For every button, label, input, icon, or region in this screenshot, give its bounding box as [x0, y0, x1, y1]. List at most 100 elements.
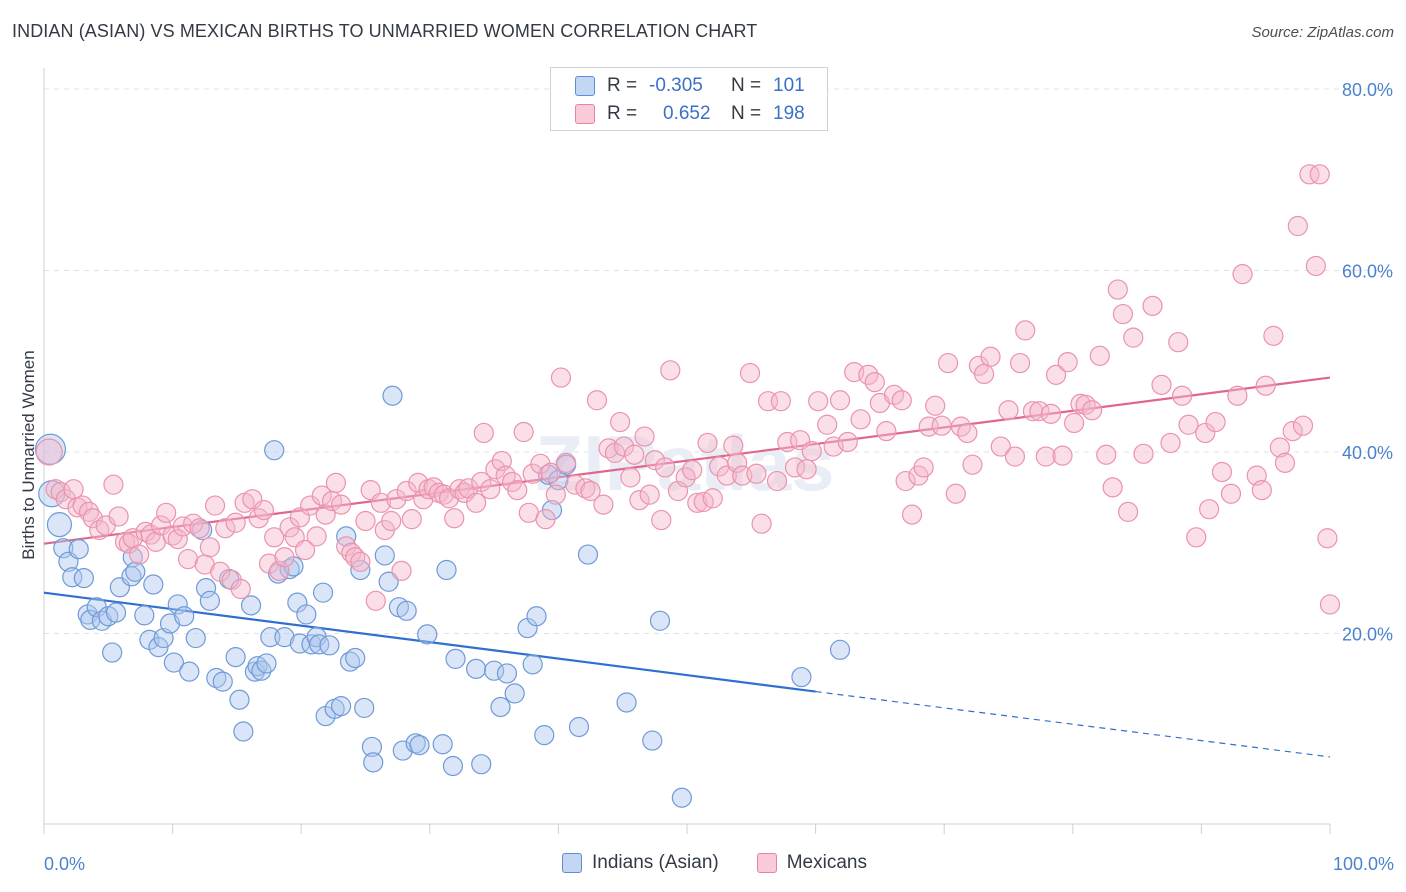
y-tick-labels: 20.0% 40.0% 60.0% 80.0% [1342, 80, 1393, 645]
data-point [167, 594, 188, 615]
data-point [1151, 374, 1172, 395]
data-point [1211, 461, 1233, 483]
data-point [1309, 164, 1330, 185]
data-point [660, 360, 681, 381]
legend-n-value: 198 [773, 103, 805, 124]
data-point [264, 440, 285, 461]
data-point [490, 696, 511, 718]
data-point [1004, 446, 1026, 467]
data-point [432, 734, 453, 755]
data-point [204, 495, 226, 516]
data-point [480, 479, 501, 500]
data-point [300, 495, 321, 516]
data-point [791, 666, 812, 688]
data-point [378, 571, 399, 592]
data-point [82, 508, 103, 529]
data-point [1232, 264, 1253, 285]
bottom-legend: Indians (Asian) Mexicans [562, 852, 905, 874]
data-point [401, 509, 422, 530]
data-point [1009, 352, 1031, 374]
data-point [1035, 446, 1056, 467]
data-point [473, 422, 494, 444]
data-point [370, 492, 392, 513]
data-point [1263, 325, 1284, 346]
data-point [163, 652, 184, 673]
data-point [1274, 452, 1296, 473]
data-point [296, 604, 317, 625]
watermark: ZIPatlas [535, 419, 834, 507]
bottom-legend-label-indians: Indians (Asian) [592, 852, 719, 873]
data-point [829, 639, 851, 660]
bottom-legend-item-indians: Indians (Asian) [562, 852, 719, 874]
legend-swatch-mexicans [575, 104, 595, 124]
data-point [179, 661, 200, 682]
data-point [485, 459, 506, 480]
data-point [829, 390, 851, 411]
data-point [931, 415, 952, 436]
data-point [634, 426, 655, 447]
data-point [1319, 594, 1341, 615]
data-point [361, 736, 383, 758]
data-point [225, 646, 246, 668]
bottom-legend-item-mexicans: Mexicans [756, 852, 867, 874]
data-point [1096, 444, 1117, 465]
data-point [723, 435, 744, 456]
legend-row-indians: R = -0.305 N = 101 [575, 74, 805, 98]
data-point [233, 721, 254, 742]
data-point [1287, 215, 1308, 237]
data-point [1317, 528, 1338, 549]
trend-line-mexicans [43, 376, 1331, 545]
data-point [1269, 437, 1290, 458]
data-point [1123, 327, 1144, 348]
data-point [210, 561, 231, 582]
series-mexicans [35, 164, 1341, 615]
data-point [540, 462, 561, 483]
data-point [53, 538, 74, 559]
x-tick-label-max: 100.0% [1333, 854, 1394, 874]
data-point [78, 501, 100, 522]
data-point [50, 481, 71, 503]
data-point [301, 634, 322, 655]
data-point [620, 467, 641, 488]
data-point [610, 411, 631, 433]
data-point [1195, 422, 1216, 444]
data-point [1205, 411, 1226, 433]
data-point [150, 515, 172, 536]
data-point [73, 568, 94, 589]
data-point [876, 421, 897, 442]
data-point [258, 553, 280, 574]
data-point [330, 494, 352, 515]
y-tick-label: 20.0% [1342, 625, 1393, 645]
legend-row-mexicans: R = 0.652 N = 198 [575, 102, 805, 126]
legend-swatch-indians [575, 76, 595, 96]
data-point [727, 452, 748, 473]
data-point [229, 689, 250, 710]
data-point [471, 754, 492, 775]
data-point [199, 537, 220, 558]
data-point [129, 544, 150, 565]
chart-title: INDIAN (ASIAN) VS MEXICAN BIRTHS TO UNMA… [12, 21, 758, 41]
chart-source: Source: ZipAtlas.com [1251, 24, 1394, 41]
data-point [556, 452, 577, 473]
data-point [311, 485, 332, 506]
data-point [1251, 480, 1272, 501]
data-point [105, 602, 127, 623]
legend-n-label: N = [731, 103, 762, 124]
data-point [363, 752, 384, 773]
data-point [697, 432, 718, 454]
data-point [522, 654, 543, 675]
data-point [354, 697, 375, 719]
data-point [1133, 443, 1154, 464]
data-point [382, 385, 403, 406]
data-point [796, 459, 817, 480]
data-point [1102, 477, 1123, 498]
data-point [1186, 527, 1207, 548]
data-point [374, 545, 395, 566]
data-point [156, 502, 177, 523]
data-point [801, 440, 822, 462]
data-point [386, 489, 407, 510]
data-point [1063, 412, 1085, 434]
x-tick-marks [43, 824, 1331, 834]
legend-r-label: R = [607, 75, 638, 96]
data-point [682, 460, 703, 481]
